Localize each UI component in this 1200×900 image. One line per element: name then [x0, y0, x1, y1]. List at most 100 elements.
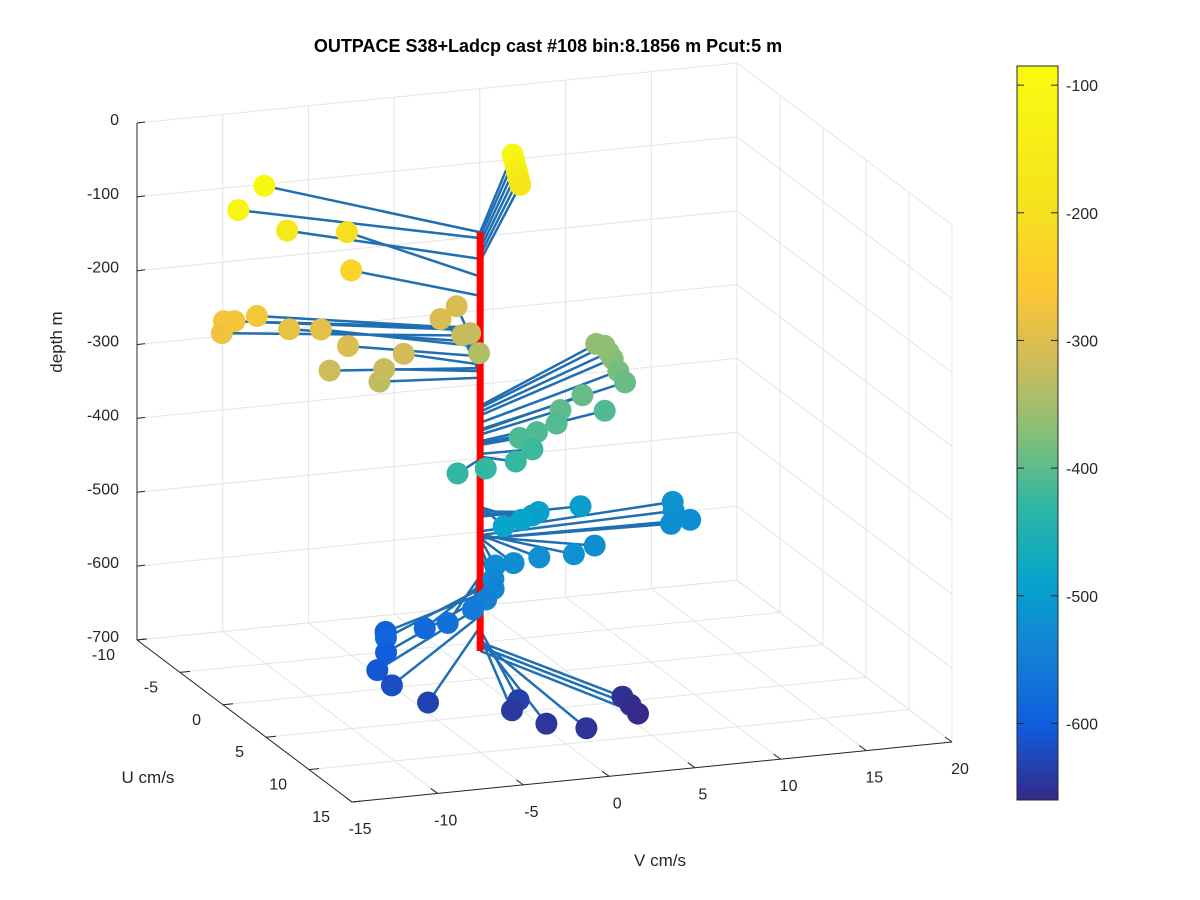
- colorbar-tick-label: -300: [1066, 333, 1098, 350]
- data-point: [446, 462, 469, 485]
- u-tick-label: 15: [312, 809, 330, 826]
- z-tick-mark: [136, 490, 146, 493]
- v-tick-label: -5: [524, 804, 538, 821]
- data-point: [528, 546, 551, 569]
- z-tick-mark: [136, 269, 146, 272]
- x-axis-label: V cm/s: [634, 851, 686, 870]
- colorbar-tick-label: -200: [1066, 206, 1098, 223]
- velocity-stem: [350, 269, 481, 297]
- z-tick-mark: [136, 343, 146, 346]
- z-tick-label: -300: [87, 334, 119, 351]
- velocity-stem: [479, 357, 614, 417]
- grid-line: [136, 579, 738, 641]
- data-point: [569, 495, 592, 518]
- velocity-stem: [385, 587, 481, 640]
- data-series: [210, 143, 702, 740]
- u-tick-label: 5: [235, 744, 244, 761]
- grid-line: [479, 605, 696, 769]
- data-point: [309, 318, 332, 341]
- velocity-stem: [479, 649, 639, 715]
- v-tick-label: 0: [613, 795, 622, 812]
- data-point: [504, 450, 527, 473]
- velocity-stem: [479, 342, 597, 407]
- data-point: [492, 515, 515, 538]
- z-tick-mark: [136, 195, 146, 198]
- data-point: [562, 543, 585, 566]
- velocity-stem: [264, 184, 481, 234]
- velocity-stem: [480, 522, 672, 541]
- colorbar: -100 -200 -300 -400 -500 -600: [1016, 65, 1098, 801]
- velocity-stem: [238, 208, 481, 240]
- data-point: [510, 508, 533, 531]
- u-tick-labels: -10 -5 0 5 10 15: [92, 638, 363, 826]
- data-point: [679, 508, 702, 531]
- data-point: [373, 358, 396, 381]
- velocity-stem: [403, 352, 481, 366]
- chart-title: OUTPACE S38+Ladcp cast #108 bin:8.1856 m…: [314, 36, 782, 56]
- velocity-stem: [479, 639, 588, 730]
- plot-3d-axes: 0-100-200-300-400-500-600-700 -15-10-505…: [87, 62, 969, 838]
- velocity-stem: [479, 184, 522, 262]
- velocity-stem: [391, 614, 481, 687]
- v-tick-mark: [944, 736, 953, 743]
- data-point: [525, 421, 548, 444]
- z-tick-label: -100: [87, 186, 119, 203]
- grid-line: [136, 62, 738, 124]
- u-tick-mark: [308, 768, 320, 771]
- z-tick-label: -400: [87, 407, 119, 424]
- data-point: [392, 342, 415, 365]
- v-tick-mark: [516, 779, 524, 786]
- velocity-stem: [346, 230, 481, 278]
- v-tick-mark: [344, 796, 353, 803]
- z-tick-mark: [136, 416, 146, 419]
- v-tick-mark: [601, 770, 610, 777]
- v-tick-mark: [858, 745, 867, 751]
- v-tick-label: 15: [865, 770, 883, 787]
- data-point: [474, 457, 497, 480]
- v-tick-label: 20: [951, 761, 969, 778]
- grid-line: [222, 631, 439, 794]
- data-point: [336, 335, 359, 358]
- velocity-stem: [479, 533, 575, 556]
- data-point: [575, 717, 598, 740]
- grid-lines: [136, 62, 953, 803]
- colorbar-tick-label: -400: [1066, 461, 1098, 478]
- data-point: [380, 674, 403, 697]
- data-point: [521, 438, 544, 461]
- grid-line: [136, 431, 738, 493]
- data-point: [375, 641, 398, 664]
- data-point: [451, 324, 474, 347]
- grid-line: [136, 210, 738, 272]
- z-tick-labels: 0 -100 -200 -300 -400 -500 -600 -700: [87, 112, 146, 646]
- velocity-stem: [479, 640, 623, 698]
- data-point: [429, 308, 452, 331]
- v-tick-label: 10: [780, 778, 798, 795]
- grid-line: [308, 622, 524, 786]
- v-tick-label: 5: [698, 787, 707, 804]
- y-axis-label: U cm/s: [122, 768, 175, 787]
- grid-line: [736, 62, 953, 226]
- z-axis-label: depth m: [47, 311, 66, 372]
- colorbar-ticks: -100 -200 -300 -400 -500 -600: [1017, 78, 1098, 733]
- u-tick-label: 10: [269, 777, 287, 794]
- velocity-stem: [379, 376, 481, 383]
- v-tick-mark: [687, 762, 696, 769]
- data-point: [335, 221, 358, 244]
- data-point: [593, 334, 616, 357]
- grid-line: [736, 579, 953, 743]
- data-point: [593, 399, 616, 422]
- data-point: [614, 371, 637, 394]
- data-point: [626, 702, 649, 725]
- u-tick-label: 0: [192, 712, 201, 729]
- grid-line: [736, 210, 953, 374]
- data-point: [583, 534, 606, 557]
- colorbar-tick-label: -100: [1066, 78, 1098, 95]
- u-tick-label: -10: [92, 647, 115, 664]
- data-point: [253, 174, 276, 197]
- v-tick-label: -10: [434, 812, 457, 829]
- data-point: [535, 712, 558, 735]
- velocity-stem: [479, 351, 610, 413]
- data-point: [340, 259, 363, 282]
- u-tick-mark: [265, 735, 277, 738]
